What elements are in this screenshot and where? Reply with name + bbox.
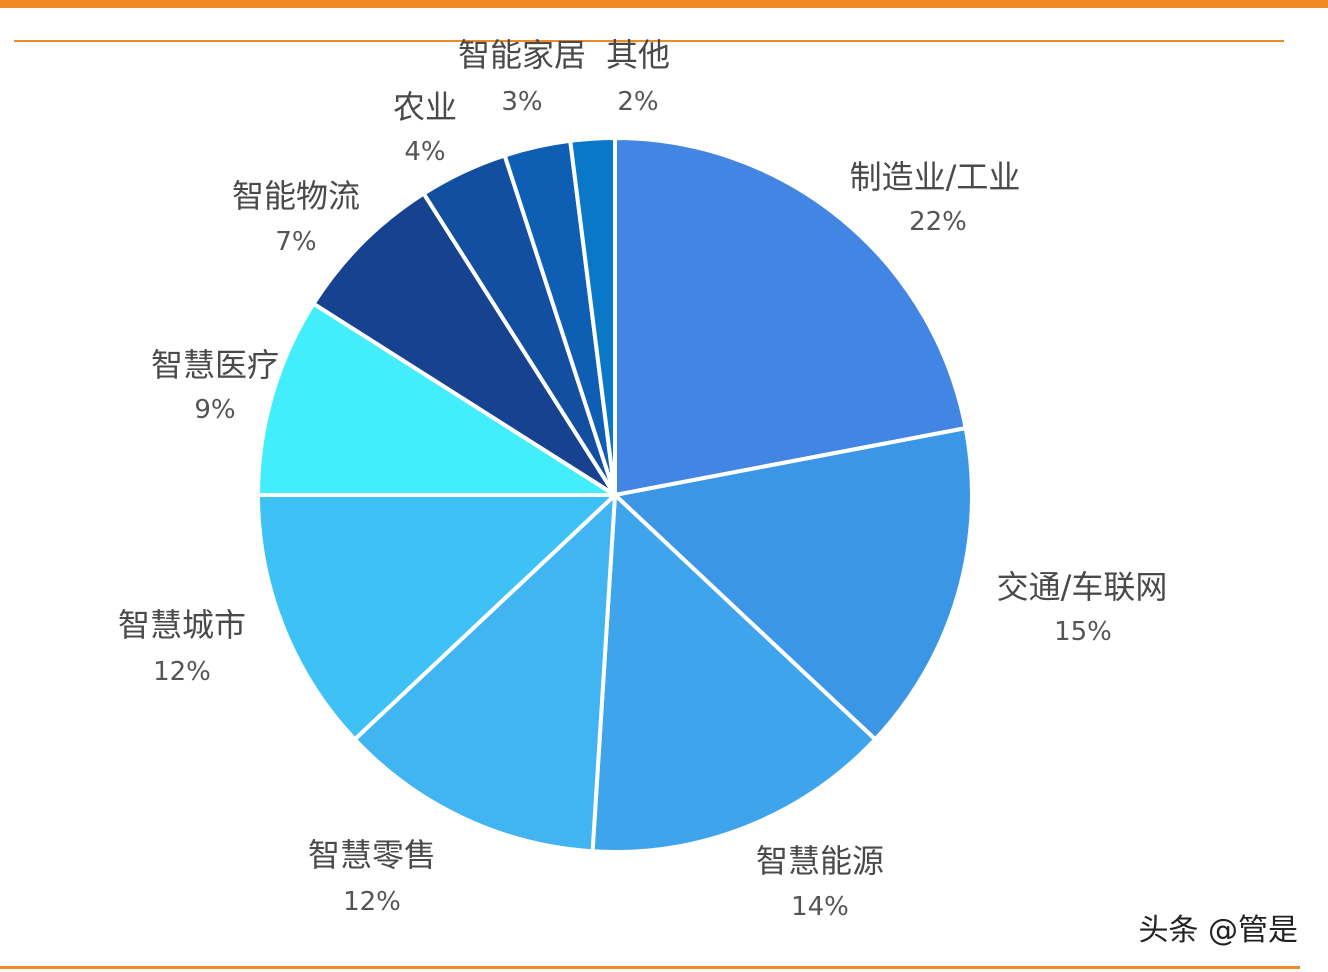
pie-slice [613, 136, 968, 497]
slice-value-label: 7% [275, 227, 316, 257]
slice-value-label: 2% [617, 87, 658, 117]
slice-value-label: 12% [343, 887, 401, 917]
pie-slice [613, 426, 974, 742]
bottom-accent-bar [0, 966, 1300, 969]
slice-label: 制造业/工业 [850, 158, 1021, 196]
pie-slice [256, 493, 617, 742]
slice-value-label: 4% [404, 137, 445, 167]
slice-value-label: 12% [153, 657, 211, 687]
slice-label: 智能家居 [458, 36, 586, 74]
slice-value-label: 9% [194, 395, 235, 425]
slice-label: 智能物流 [232, 177, 360, 215]
pie-slice [568, 136, 617, 497]
slice-value-label: 15% [1054, 617, 1112, 647]
slice-value-label: 22% [909, 207, 967, 237]
slice-label: 交通/车联网 [997, 568, 1168, 606]
slice-value-label: 3% [501, 87, 542, 117]
slice-label: 农业 [393, 88, 457, 126]
pie-slice [256, 301, 617, 497]
pie-slice [352, 493, 617, 854]
slice-label: 智慧医疗 [151, 346, 279, 384]
slice-label: 智慧能源 [756, 842, 884, 880]
slice-label: 智慧城市 [118, 606, 246, 644]
slice-label: 其他 [606, 36, 670, 74]
pie-slices [256, 136, 974, 854]
slice-value-label: 14% [791, 892, 849, 922]
source-watermark: 头条 @管是 [1138, 913, 1298, 948]
header-rule [14, 40, 1284, 42]
top-accent-bar [0, 0, 1328, 8]
slice-label: 智慧零售 [308, 836, 436, 874]
pie-slice [311, 191, 617, 497]
pie-labels: 制造业/工业 22% 交通/车联网 15% 智慧能源 14% 智慧零售 12% 智慧城市 12% 智… [118, 36, 1167, 922]
pie-slice [590, 493, 878, 854]
